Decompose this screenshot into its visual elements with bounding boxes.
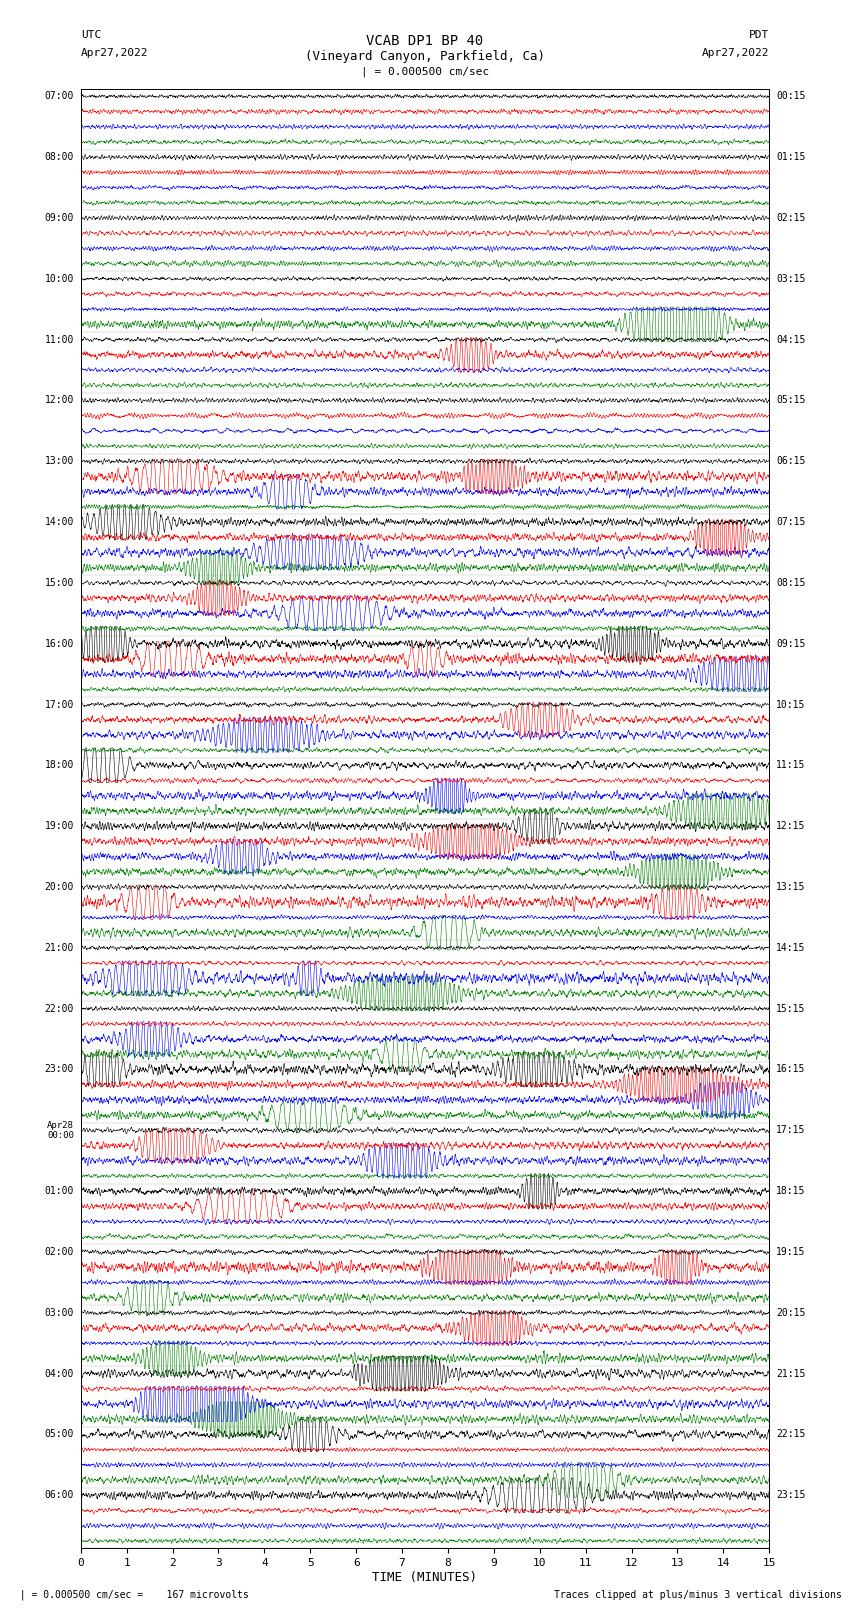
Text: 11:00: 11:00 bbox=[44, 334, 74, 345]
Text: VCAB DP1 BP 40: VCAB DP1 BP 40 bbox=[366, 34, 484, 48]
Text: 17:00: 17:00 bbox=[44, 700, 74, 710]
Text: 05:15: 05:15 bbox=[776, 395, 806, 405]
Text: 10:15: 10:15 bbox=[776, 700, 806, 710]
Text: 14:00: 14:00 bbox=[44, 518, 74, 527]
Text: 23:15: 23:15 bbox=[776, 1490, 806, 1500]
Text: 22:15: 22:15 bbox=[776, 1429, 806, 1439]
Text: 07:15: 07:15 bbox=[776, 518, 806, 527]
Text: 18:00: 18:00 bbox=[44, 760, 74, 771]
Text: 14:15: 14:15 bbox=[776, 944, 806, 953]
Text: 02:15: 02:15 bbox=[776, 213, 806, 223]
Text: Apr27,2022: Apr27,2022 bbox=[81, 48, 148, 58]
Text: 12:00: 12:00 bbox=[44, 395, 74, 405]
Text: 09:00: 09:00 bbox=[44, 213, 74, 223]
Text: UTC: UTC bbox=[81, 31, 101, 40]
Text: 20:15: 20:15 bbox=[776, 1308, 806, 1318]
Text: 17:15: 17:15 bbox=[776, 1126, 806, 1136]
Text: 10:00: 10:00 bbox=[44, 274, 74, 284]
Text: PDT: PDT bbox=[749, 31, 769, 40]
Text: 19:15: 19:15 bbox=[776, 1247, 806, 1257]
Text: 06:00: 06:00 bbox=[44, 1490, 74, 1500]
X-axis label: TIME (MINUTES): TIME (MINUTES) bbox=[372, 1571, 478, 1584]
Text: 13:15: 13:15 bbox=[776, 882, 806, 892]
Text: 13:00: 13:00 bbox=[44, 456, 74, 466]
Text: 05:00: 05:00 bbox=[44, 1429, 74, 1439]
Text: 08:00: 08:00 bbox=[44, 152, 74, 163]
Text: | = 0.000500 cm/sec =    167 microvolts: | = 0.000500 cm/sec = 167 microvolts bbox=[8, 1589, 249, 1600]
Text: Traces clipped at plus/minus 3 vertical divisions: Traces clipped at plus/minus 3 vertical … bbox=[553, 1590, 842, 1600]
Text: 01:00: 01:00 bbox=[44, 1186, 74, 1197]
Text: 03:00: 03:00 bbox=[44, 1308, 74, 1318]
Text: 07:00: 07:00 bbox=[44, 92, 74, 102]
Text: 20:00: 20:00 bbox=[44, 882, 74, 892]
Text: | = 0.000500 cm/sec: | = 0.000500 cm/sec bbox=[361, 66, 489, 77]
Text: 02:00: 02:00 bbox=[44, 1247, 74, 1257]
Text: 16:00: 16:00 bbox=[44, 639, 74, 648]
Text: 19:00: 19:00 bbox=[44, 821, 74, 831]
Text: 01:15: 01:15 bbox=[776, 152, 806, 163]
Text: Apr27,2022: Apr27,2022 bbox=[702, 48, 769, 58]
Text: 16:15: 16:15 bbox=[776, 1065, 806, 1074]
Text: 04:00: 04:00 bbox=[44, 1368, 74, 1379]
Text: 08:15: 08:15 bbox=[776, 577, 806, 587]
Text: 04:15: 04:15 bbox=[776, 334, 806, 345]
Text: 21:15: 21:15 bbox=[776, 1368, 806, 1379]
Text: (Vineyard Canyon, Parkfield, Ca): (Vineyard Canyon, Parkfield, Ca) bbox=[305, 50, 545, 63]
Text: 03:15: 03:15 bbox=[776, 274, 806, 284]
Text: Apr28
00:00: Apr28 00:00 bbox=[47, 1121, 74, 1140]
Text: 15:15: 15:15 bbox=[776, 1003, 806, 1013]
Text: 21:00: 21:00 bbox=[44, 944, 74, 953]
Text: 22:00: 22:00 bbox=[44, 1003, 74, 1013]
Text: 23:00: 23:00 bbox=[44, 1065, 74, 1074]
Text: 18:15: 18:15 bbox=[776, 1186, 806, 1197]
Text: 06:15: 06:15 bbox=[776, 456, 806, 466]
Text: 11:15: 11:15 bbox=[776, 760, 806, 771]
Text: 09:15: 09:15 bbox=[776, 639, 806, 648]
Text: 12:15: 12:15 bbox=[776, 821, 806, 831]
Text: 15:00: 15:00 bbox=[44, 577, 74, 587]
Text: 00:15: 00:15 bbox=[776, 92, 806, 102]
